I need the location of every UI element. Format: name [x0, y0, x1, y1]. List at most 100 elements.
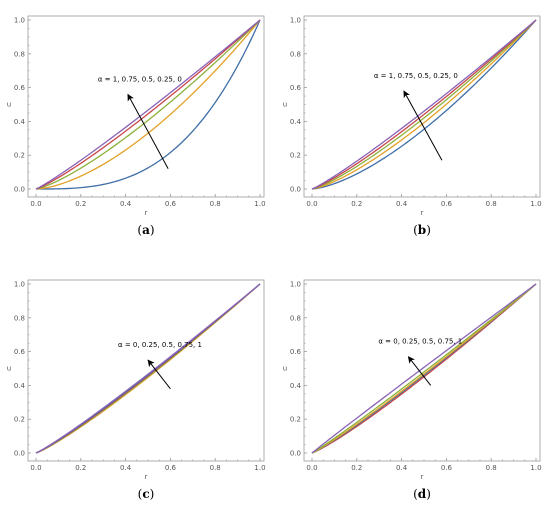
panel-c: 0.0 0.2 0.4 0.6 0.8 1.0 0.0 0.2 0.4 0.6 0.8 1.0 α =… [7, 279, 266, 501]
y-tick-label: 0.6 [290, 348, 302, 356]
y-tick-label: 0.2 [290, 416, 301, 424]
series-line [35, 19, 261, 190]
plot-frame [303, 15, 541, 198]
ticks: 0.0 0.2 0.4 0.6 0.8 1.0 0.0 0.2 0.4 0.6 0.8 1.0 [14, 281, 266, 473]
x-tick-label: 0.6 [165, 200, 177, 208]
curves [311, 283, 537, 454]
direction-arrow [147, 359, 171, 390]
series-line [311, 283, 537, 454]
x-tick-label: 0.0 [30, 200, 41, 208]
y-tick-label: 0.8 [14, 50, 25, 58]
alpha-annotation: α = 0, 0.25, 0.5, 0.75, 1 [378, 338, 462, 346]
plot-frame [27, 15, 265, 198]
y-tick-label: 0.6 [14, 348, 26, 356]
x-tick-label: 0.0 [306, 200, 317, 208]
series-line [311, 19, 537, 190]
series-line [311, 19, 537, 190]
curves [35, 19, 261, 190]
y-tick-label: 1.0 [14, 17, 25, 25]
plot-frame [303, 279, 541, 462]
x-tick-label: 0.2 [351, 464, 362, 472]
series-line [35, 19, 261, 190]
ticks: 0.0 0.2 0.4 0.6 0.8 1.0 0.0 0.2 0.4 0.6 0.8 1.0 [290, 17, 542, 209]
x-tick-label: 0.8 [210, 464, 221, 472]
y-tick-label: 0.8 [290, 50, 301, 58]
direction-arrow [407, 356, 432, 386]
x-tick-label: 0.8 [486, 464, 497, 472]
panel-b: 0.0 0.2 0.4 0.6 0.8 1.0 0.0 0.2 0.4 0.6 0.8 1.0 α =… [283, 15, 542, 237]
series-line [35, 283, 261, 454]
x-tick-label: 0.6 [165, 464, 177, 472]
y-tick-label: 1.0 [290, 281, 301, 289]
y-tick-label: 0.4 [14, 118, 26, 126]
y-tick-label: 0.4 [290, 382, 302, 390]
x-tick-label: 0.6 [441, 464, 453, 472]
alpha-annotation: α = 0, 0.25, 0.5, 0.75, 1 [118, 341, 202, 349]
x-tick-label: 0.0 [30, 464, 41, 472]
x-tick-label: 0.4 [120, 200, 132, 208]
y-tick-label: 0.4 [290, 118, 302, 126]
x-tick-label: 0.2 [351, 200, 362, 208]
x-tick-label: 0.4 [396, 464, 408, 472]
y-axis-label: u [283, 365, 287, 373]
panel-a: 0.0 0.2 0.4 0.6 0.8 1.0 0.0 0.2 0.4 0.6 0.8 1.0 α =… [7, 15, 266, 237]
y-tick-label: 0.8 [14, 314, 25, 322]
panel-label: (d) [413, 487, 431, 501]
panel-d: 0.0 0.2 0.4 0.6 0.8 1.0 0.0 0.2 0.4 0.6 0.8 1.0 α =… [283, 279, 542, 501]
y-tick-label: 1.0 [290, 17, 301, 25]
series-line [311, 19, 537, 190]
x-tick-label: 0.4 [120, 464, 132, 472]
x-tick-label: 0.6 [441, 200, 453, 208]
y-tick-label: 0.0 [14, 450, 25, 458]
x-tick-label: 1.0 [530, 464, 541, 472]
plot-frame [27, 279, 265, 462]
y-tick-label: 0.4 [14, 382, 26, 390]
series-line [311, 19, 537, 190]
panel-label: (b) [413, 223, 431, 237]
x-axis-label: r [145, 209, 148, 217]
y-tick-label: 0.2 [14, 152, 25, 160]
y-tick-label: 0.6 [14, 84, 26, 92]
y-tick-label: 0.6 [290, 84, 302, 92]
panel-label: (c) [138, 487, 155, 501]
alpha-annotation: α = 1, 0.75, 0.5, 0.25, 0 [98, 75, 182, 83]
x-tick-label: 1.0 [254, 200, 265, 208]
series-line [35, 283, 261, 454]
y-tick-label: 0.0 [290, 186, 301, 194]
series-line [311, 283, 537, 454]
y-axis-label: u [283, 101, 287, 109]
y-tick-label: 0.2 [290, 152, 301, 160]
direction-arrow [127, 93, 169, 169]
x-tick-label: 1.0 [530, 200, 541, 208]
alpha-annotation: α = 1, 0.75, 0.5, 0.25, 0 [374, 72, 458, 80]
series-line [311, 283, 537, 454]
y-tick-label: 0.2 [14, 416, 25, 424]
series-line [35, 283, 261, 454]
x-axis-label: r [421, 209, 424, 217]
series-line [35, 283, 261, 454]
x-tick-label: 0.8 [486, 200, 497, 208]
direction-arrow [403, 90, 443, 161]
y-tick-label: 0.0 [290, 450, 301, 458]
y-axis-label: u [7, 101, 11, 109]
x-axis-label: r [421, 473, 424, 481]
curves [35, 283, 261, 454]
series-line [35, 19, 261, 190]
series-line [35, 19, 261, 190]
curves [311, 19, 537, 190]
series-line [36, 19, 261, 190]
x-tick-label: 1.0 [254, 464, 265, 472]
y-tick-label: 0.8 [290, 314, 301, 322]
ticks: 0.0 0.2 0.4 0.6 0.8 1.0 0.0 0.2 0.4 0.6 0.8 1.0 [290, 281, 542, 473]
x-tick-label: 0.4 [396, 200, 408, 208]
x-axis-label: r [145, 473, 148, 481]
x-tick-label: 0.8 [210, 200, 221, 208]
ticks: 0.0 0.2 0.4 0.6 0.8 1.0 0.0 0.2 0.4 0.6 0.8 1.0 [14, 17, 266, 209]
y-tick-label: 0.0 [14, 186, 25, 194]
x-tick-label: 0.0 [306, 464, 317, 472]
y-axis-label: u [7, 365, 11, 373]
x-tick-label: 0.2 [75, 464, 86, 472]
series-line [311, 19, 537, 190]
x-tick-label: 0.2 [75, 200, 86, 208]
